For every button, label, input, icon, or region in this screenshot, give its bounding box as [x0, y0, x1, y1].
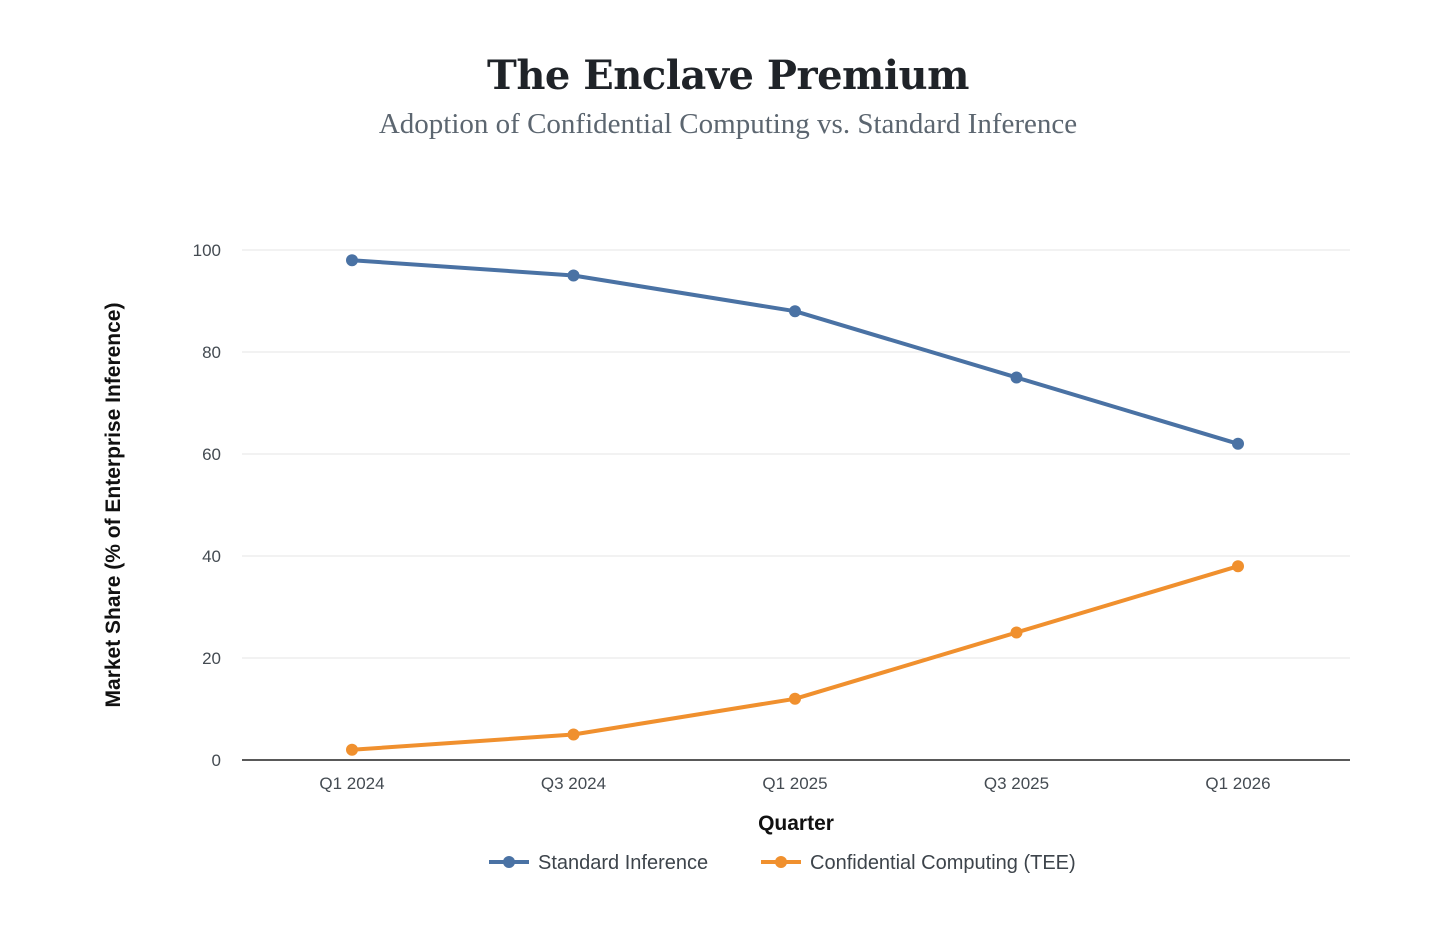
data-point	[567, 269, 580, 282]
x-axis-title: Quarter	[758, 812, 834, 835]
legend-item: Confidential Computing (TEE)	[761, 852, 1076, 874]
gridlines	[242, 249, 1350, 659]
chart-title: The Enclave Premium	[487, 52, 969, 99]
y-tick-label: 20	[202, 649, 221, 668]
y-tick-label: 40	[202, 547, 221, 566]
legend-swatch-marker	[503, 856, 515, 868]
x-tick-label: Q1 2024	[319, 774, 384, 793]
legend-item: Standard Inference	[489, 852, 708, 874]
x-axis: Q1 2024 Q3 2024 Q1 2025 Q3 2025 Q1 2026	[319, 774, 1270, 793]
data-point	[789, 305, 801, 318]
y-tick-label: 60	[202, 445, 221, 464]
data-point	[346, 743, 358, 756]
legend: Standard Inference Confidential Computing…	[489, 852, 1076, 874]
series-group	[346, 254, 1244, 450]
series	[346, 254, 1244, 756]
x-tick-label: Q1 2026	[1205, 774, 1270, 793]
data-point	[567, 728, 580, 741]
y-tick-label: 0	[212, 751, 221, 770]
data-point	[1010, 626, 1023, 639]
data-point	[1232, 560, 1244, 573]
y-axis: 0 20 40 60 80 100	[193, 241, 221, 770]
y-tick-label: 80	[202, 343, 221, 362]
y-tick-label: 100	[193, 241, 221, 260]
data-point	[789, 692, 801, 705]
x-tick-label: Q3 2024	[541, 774, 606, 793]
legend-swatch-marker	[775, 856, 787, 868]
x-tick-label: Q3 2025	[984, 774, 1049, 793]
chart-subtitle: Adoption of Confidential Computing vs. S…	[378, 108, 1078, 140]
y-axis-title: Market Share (% of Enterprise Inference)	[102, 303, 125, 708]
data-point	[1232, 437, 1244, 450]
legend-label: Standard Inference	[538, 852, 708, 874]
data-point	[346, 254, 358, 267]
legend-label: Confidential Computing (TEE)	[810, 852, 1076, 874]
x-tick-label: Q1 2025	[762, 774, 827, 793]
series-group	[346, 560, 1244, 756]
data-point	[1010, 371, 1023, 384]
